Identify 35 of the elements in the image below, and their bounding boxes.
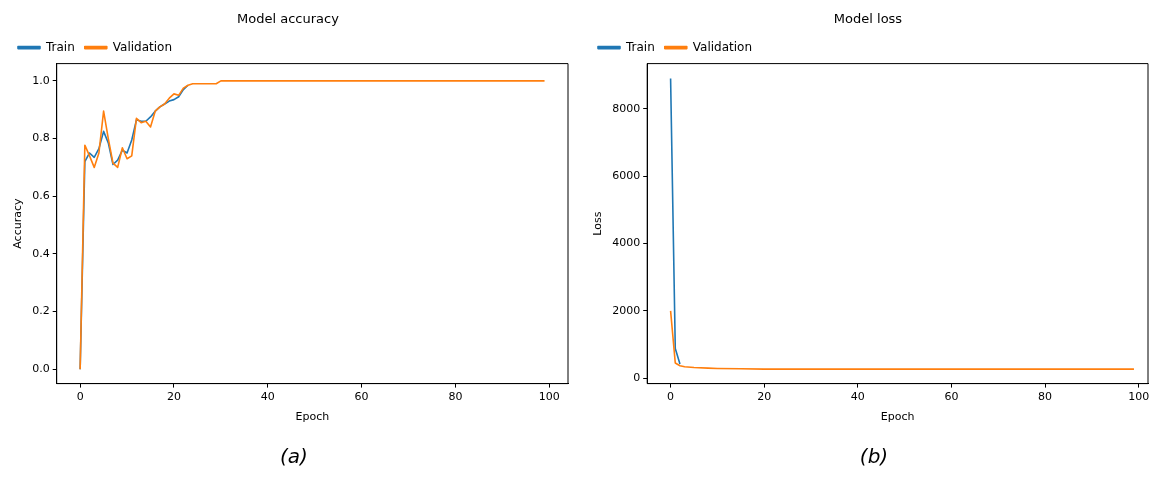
x-axis-title: Epoch	[295, 410, 330, 424]
text: (a)	[279, 444, 309, 468]
chart-title: Model loss	[833, 11, 903, 27]
x-tick-label: 20	[166, 390, 181, 404]
x-axis-title: Epoch	[880, 410, 915, 424]
chart-title: Model accuracy	[237, 11, 340, 27]
legend-label: Train	[625, 39, 655, 54]
y-axis-title: Accuracy	[11, 198, 25, 249]
legend-label: Train	[45, 39, 75, 54]
y-tick-label: 2000	[612, 303, 641, 317]
x-tick-label: 0	[76, 390, 84, 404]
x-tick-label: 100	[538, 390, 560, 404]
x-tick-label: 20	[757, 390, 772, 404]
y-tick-label: 0.4	[32, 246, 50, 260]
y-tick-label: 8000	[612, 101, 641, 115]
x-tick-label: 60	[944, 390, 959, 404]
y-tick-label: 0.8	[32, 131, 50, 145]
x-tick-label: 80	[1038, 390, 1053, 404]
x-tick-label: 0	[667, 390, 675, 404]
x-tick-label: 60	[354, 390, 369, 404]
x-tick-label: 80	[448, 390, 463, 404]
x-tick-label: 100	[1128, 390, 1150, 404]
legend-label: Validation	[112, 39, 173, 54]
legend-label: Validation	[692, 39, 753, 54]
x-tick-label: 40	[850, 390, 865, 404]
y-tick-label: 0.6	[32, 189, 50, 203]
y-tick-label: 0.2	[32, 304, 50, 318]
text: (b)	[858, 444, 890, 468]
y-tick-label: 0.0	[32, 362, 50, 376]
x-tick-label: 40	[260, 390, 275, 404]
y-tick-label: 0	[633, 371, 641, 385]
y-tick-label: 6000	[612, 168, 641, 182]
y-tick-label: 4000	[612, 236, 641, 250]
y-axis-title: Loss	[591, 211, 605, 236]
y-tick-label: 1.0	[32, 73, 50, 87]
